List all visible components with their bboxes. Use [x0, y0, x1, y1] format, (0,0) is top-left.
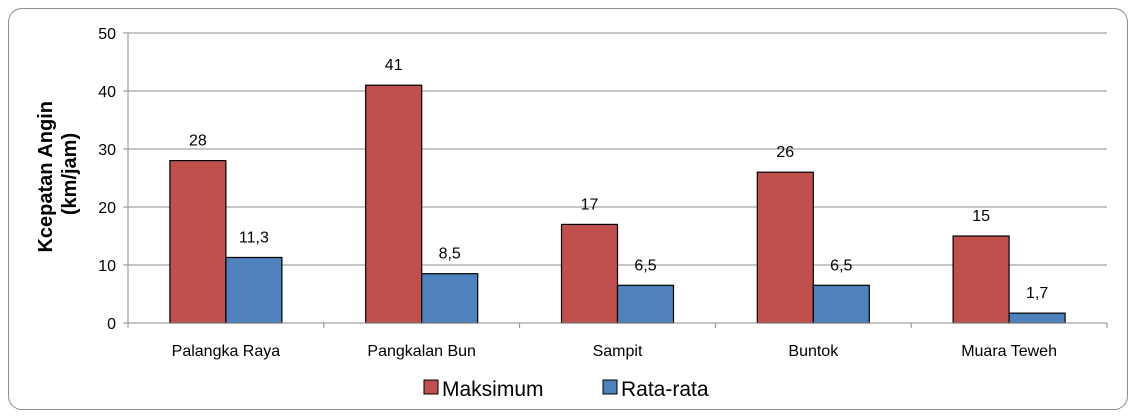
bar-maksimum-4: [952, 235, 1010, 324]
legend-label-maksimum: Maksimum: [442, 378, 544, 401]
bar-maksimum-2: [560, 223, 619, 324]
y-tick-label-0: 0: [107, 316, 116, 333]
legend-swatch-rata-rata: [602, 379, 618, 395]
legend-label-rata-rata: Rata-rata: [621, 378, 709, 401]
data-label-rata-rata-1: 8,5: [439, 246, 461, 263]
bar-maksimum-3: [756, 171, 814, 324]
data-label-rata-rata-2: 6,5: [634, 257, 656, 274]
data-label-maksimum-2: 17: [581, 196, 599, 213]
bars: 28 11,3 41 8,5 17 6,5 26 6,5 15 1,7: [169, 57, 1066, 324]
y-axis-label-line-1: Kcepatan Angin: [35, 101, 57, 253]
x-tick-label-4: Muara Teweh: [961, 343, 1057, 360]
bar-rata-rata-4: [1008, 312, 1066, 324]
y-axis: Kcepatan Angin (km/jam) 0 10 20 30 40 50: [35, 26, 129, 333]
data-label-maksimum-3: 26: [776, 144, 794, 161]
data-label-maksimum-4: 15: [972, 208, 990, 225]
data-label-maksimum-1: 41: [385, 57, 403, 74]
bar-maksimum-1: [365, 84, 423, 324]
x-tick-label-1: Pangkalan Bun: [367, 343, 476, 360]
data-label-maksimum-0: 28: [189, 133, 207, 150]
gridlines: [128, 32, 1107, 266]
y-axis-label: Kcepatan Angin (km/jam): [35, 95, 81, 252]
bar-maksimum-0: [169, 160, 227, 324]
data-label-rata-rata-4: 1,7: [1026, 285, 1048, 302]
data-label-rata-rata-3: 6,5: [830, 257, 852, 274]
legend: Maksimum Rata-rata: [423, 378, 709, 401]
bar-rata-rata-1: [421, 273, 479, 324]
x-tick-label-0: Palangka Raya: [172, 343, 281, 360]
bar-rata-rata-0: [225, 256, 283, 324]
y-tick-label-50: 50: [98, 26, 116, 43]
y-tick-label-30: 30: [98, 142, 116, 159]
x-axis: Palangka Raya Pangkalan Bun Sampit Buntok Mu…: [127, 322, 1108, 360]
x-tick-label-3: Buntok: [788, 343, 839, 360]
y-tick-label-40: 40: [98, 84, 116, 101]
y-tick-label-10: 10: [98, 258, 116, 275]
legend-swatch-maksimum: [423, 379, 439, 395]
x-tick-label-2: Sampit: [593, 343, 643, 360]
data-label-rata-rata-0: 11,3: [239, 229, 269, 246]
y-tick-label-20: 20: [98, 200, 116, 217]
y-axis-label-line-2: (km/jam): [59, 133, 81, 215]
bar-rata-rata-3: [812, 284, 870, 324]
bar-rata-rata-2: [616, 284, 675, 324]
